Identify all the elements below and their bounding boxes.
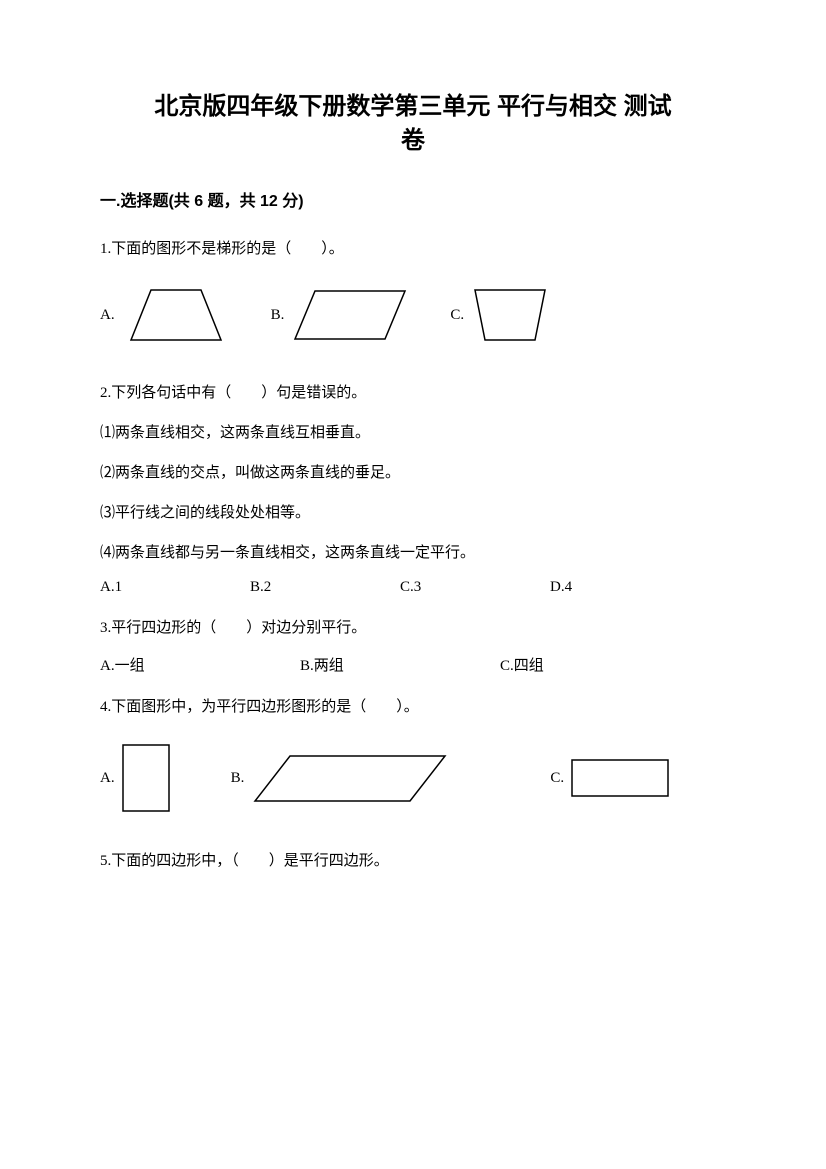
parallelogram-icon (290, 286, 410, 344)
q3-opt-c: C.四组 (500, 654, 700, 675)
q3-opt-b: B.两组 (300, 654, 500, 675)
question-2: 2.下列各句话中有（ ）句是错误的。 ⑴两条直线相交，这两条直线互相垂直。 ⑵两… (100, 375, 726, 571)
q4-option-b: B. (231, 751, 451, 806)
question-5: 5.下面的四边形中，（ ）是平行四边形。 (100, 843, 726, 879)
q4-option-a: A. (100, 743, 171, 813)
q1-option-b: B. (271, 286, 411, 344)
title-line-1: 北京版四年级下册数学第三单元 平行与相交 测试 (154, 93, 671, 120)
question-3: 3.平行四边形的（ ）对边分别平行。 (100, 610, 726, 646)
q1-stem: 1.下面的图形不是梯形的是（ ）。 (100, 231, 726, 267)
q2-opt-b: B.2 (250, 579, 400, 596)
parallelogram-flat-icon (250, 751, 450, 806)
q2-options: A.1 B.2 C.3 D.4 (100, 579, 726, 596)
q2-sub2: ⑵两条直线的交点，叫做这两条直线的垂足。 (100, 455, 726, 491)
q2-opt-c: C.3 (400, 579, 550, 596)
q1-option-c: C. (450, 285, 550, 345)
q5-stem: 5.下面的四边形中，（ ）是平行四边形。 (100, 843, 726, 879)
q3-options: A.一组 B.两组 C.四组 (100, 654, 726, 675)
q2-stem: 2.下列各句话中有（ ）句是错误的。 (100, 375, 726, 411)
q4-option-c: C. (550, 758, 670, 798)
q3-opt-a: A.一组 (100, 654, 300, 675)
section-heading: 一.选择题(共 6 题，共 12 分) (100, 187, 726, 211)
page-title: 北京版四年级下册数学第三单元 平行与相交 测试 卷 (100, 90, 726, 157)
rectangle-tall-icon (121, 743, 171, 813)
rectangle-wide-icon (570, 758, 670, 798)
q2-opt-d: D.4 (550, 579, 700, 596)
q1-label-b: B. (271, 307, 285, 324)
trapezoid-down-icon (470, 285, 550, 345)
q4-stem: 4.下面图形中，为平行四边形图形的是（ ）。 (100, 689, 726, 725)
q3-stem: 3.平行四边形的（ ）对边分别平行。 (100, 610, 726, 646)
question-4: 4.下面图形中，为平行四边形图形的是（ ）。 (100, 689, 726, 725)
q4-shapes-row: A. B. C. (100, 743, 726, 813)
q1-label-c: C. (450, 307, 464, 324)
q2-sub4: ⑷两条直线都与另一条直线相交，这两条直线一定平行。 (100, 535, 726, 571)
trapezoid-icon (121, 285, 231, 345)
q4-label-c: C. (550, 770, 564, 787)
q4-label-a: A. (100, 770, 115, 787)
q2-sub1: ⑴两条直线相交，这两条直线互相垂直。 (100, 415, 726, 451)
q4-label-b: B. (231, 770, 245, 787)
q1-option-a: A. (100, 285, 231, 345)
q1-shapes-row: A. B. C. (100, 285, 726, 345)
title-line-2: 卷 (401, 127, 425, 154)
page: 北京版四年级下册数学第三单元 平行与相交 测试 卷 一.选择题(共 6 题，共 … (0, 0, 826, 1169)
q2-sub3: ⑶平行线之间的线段处处相等。 (100, 495, 726, 531)
q1-label-a: A. (100, 307, 115, 324)
q2-opt-a: A.1 (100, 579, 250, 596)
question-1: 1.下面的图形不是梯形的是（ ）。 (100, 231, 726, 267)
